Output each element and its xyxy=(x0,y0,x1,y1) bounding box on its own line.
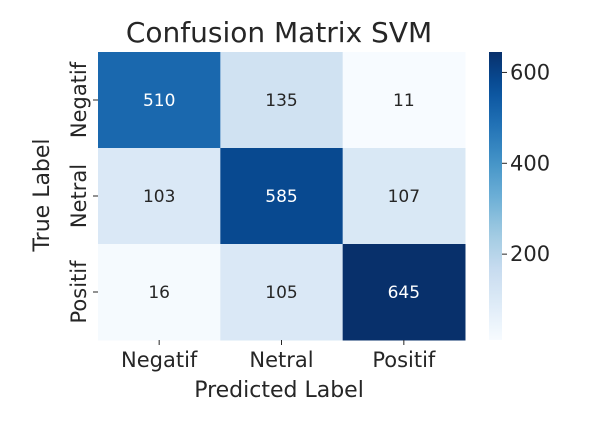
heatmap-cell xyxy=(98,52,221,149)
heatmap-cell xyxy=(98,244,221,341)
y-axis-label: True Label xyxy=(30,138,55,252)
heatmap-cell xyxy=(98,148,221,245)
cell-value-label: 645 xyxy=(388,283,420,303)
heatmap-cell xyxy=(220,244,344,341)
x-tick-label: Netral xyxy=(249,348,313,372)
cell-value-label: 105 xyxy=(265,283,297,303)
heatmap-cell xyxy=(342,148,466,245)
heatmap-cell xyxy=(220,148,344,245)
cell-value-label: 103 xyxy=(143,187,175,207)
cell-value-label: 510 xyxy=(143,91,175,111)
heatmap-cell xyxy=(220,52,344,149)
cell-value-label: 107 xyxy=(388,187,420,207)
cell-value-label: 135 xyxy=(265,91,297,111)
colorbar: 200 400 600 xyxy=(489,52,550,340)
heatmap-cell xyxy=(342,244,466,341)
colorbar-tick-label: 400 xyxy=(510,151,550,175)
colorbar-tick-label: 200 xyxy=(510,242,550,266)
x-tick-label: Positif xyxy=(372,348,436,372)
cell-value-label: 585 xyxy=(265,187,297,207)
heatmap-cell xyxy=(342,52,466,149)
x-axis-label: Predicted Label xyxy=(194,378,364,403)
colorbar-tick-label: 600 xyxy=(510,60,550,84)
y-axis-ticks: Negatif Netral Positif xyxy=(67,61,98,324)
y-tick-label: Negatif xyxy=(67,61,91,138)
colorbar-gradient xyxy=(489,52,502,340)
y-tick-label: Positif xyxy=(67,260,91,324)
cell-value-label: 16 xyxy=(148,283,170,303)
y-tick-label: Netral xyxy=(67,164,91,228)
heatmap-cells: 510 135 11 103 585 107 16 105 645 xyxy=(98,52,466,341)
x-tick-label: Negatif xyxy=(121,348,198,372)
chart-title: Confusion Matrix SVM xyxy=(126,16,432,49)
x-axis-ticks: Negatif Netral Positif xyxy=(121,340,436,372)
cell-value-label: 11 xyxy=(393,91,415,111)
